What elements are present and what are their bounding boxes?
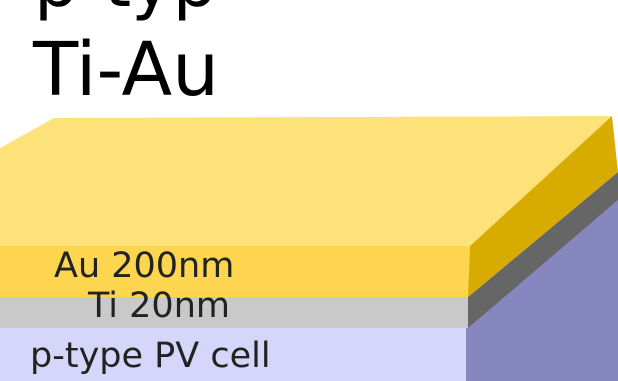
au-layer-top-face — [0, 116, 612, 246]
diagram-title-partial: p-typ — [34, 0, 217, 22]
pv-cell-label: p-type PV cell — [30, 336, 271, 376]
ti-layer-side-face — [468, 172, 618, 328]
au-layer-side-face — [468, 116, 618, 297]
pv-cell-front-face — [0, 328, 466, 381]
diagram-title: Ti-Au — [33, 27, 220, 113]
ti-layer-label: Ti 20nm — [88, 286, 230, 326]
au-layer-front-face — [0, 246, 470, 297]
pv-cell-side-face — [466, 200, 618, 381]
ti-layer-front-face — [0, 297, 468, 328]
au-layer-label: Au 200nm — [54, 246, 235, 286]
